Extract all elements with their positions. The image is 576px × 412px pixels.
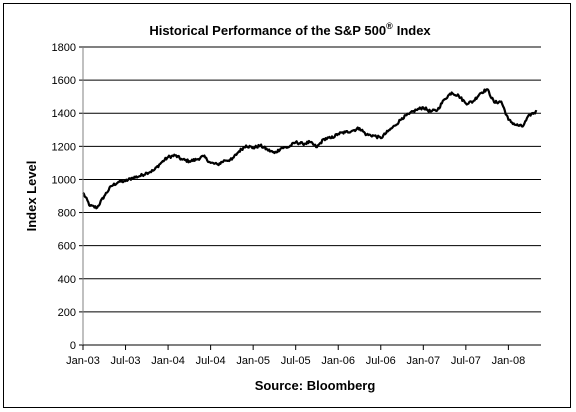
- x-tick-label: Jul-04: [196, 355, 226, 367]
- y-tick-label: 1800: [52, 42, 76, 54]
- y-tick-label: 1400: [52, 108, 76, 120]
- y-axis-title: Index Level: [24, 161, 39, 232]
- x-tick-label: Jan-04: [151, 355, 185, 367]
- x-tick-label: Jul-07: [451, 355, 481, 367]
- chart-title-superscript: ®: [386, 21, 393, 31]
- y-tick-label: 1600: [52, 75, 76, 87]
- y-tick-label: 600: [58, 241, 76, 253]
- x-tick-label: Jan-06: [321, 355, 355, 367]
- y-tick-label: 1000: [52, 174, 76, 186]
- chart-title-main: Historical Performance of the S&P 500: [149, 23, 386, 38]
- x-tick-label: Jan-07: [406, 355, 440, 367]
- y-tick-labels: 0 200 400 600 800 1000 1200 1400 1600 1800: [52, 42, 83, 352]
- y-tick-label: 400: [58, 274, 76, 286]
- x-tick-label: Jan-08: [492, 355, 526, 367]
- chart-title: Historical Performance of the S&P 500® In…: [149, 21, 431, 38]
- x-axis-title: Source: Bloomberg: [255, 378, 376, 393]
- plot-area: [83, 47, 541, 345]
- series-layer: [82, 88, 538, 210]
- series-line-sp500: [82, 88, 538, 210]
- y-tick-label: 0: [70, 340, 76, 352]
- x-tick-label: Jul-06: [366, 355, 396, 367]
- y-tick-label: 1200: [52, 141, 76, 153]
- x-tick-label: Jan-03: [66, 355, 100, 367]
- x-tick-label: Jul-05: [281, 355, 311, 367]
- x-tick-labels: Jan-03 Jul-03 Jan-04 Jul-04 Jan-05 Jul-05 Jan-…: [66, 345, 525, 367]
- y-tick-label: 800: [58, 208, 76, 220]
- x-tick-label: Jan-05: [236, 355, 270, 367]
- chart-title-suffix: Index: [397, 23, 432, 38]
- y-tick-label: 200: [58, 307, 76, 319]
- x-tick-label: Jul-03: [111, 355, 141, 367]
- gridlines: [83, 46, 541, 313]
